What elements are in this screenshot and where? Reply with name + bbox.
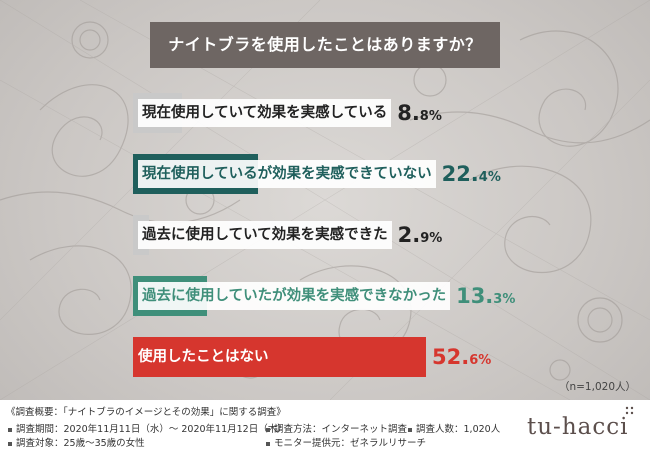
chart-title: ナイトブラを使用したことはありますか？	[168, 35, 482, 54]
survey-summary-heading: 《調査概要：「ナイトブラのイメージとその効果」に関する調査》	[6, 407, 286, 418]
bullet-icon	[266, 427, 270, 432]
bar-category-label: 現在使用しているが効果を実感できていない	[138, 160, 436, 188]
bar-category-label: 現在使用していて効果を実感している	[138, 99, 392, 127]
survey-period: 調査期間：2020年11月11日（水）～ 2020年11月12日（木）	[8, 421, 287, 435]
bar-value-label: 22.4%	[441, 162, 501, 186]
survey-provider: モニター提供元：ゼネラルリサーチ	[266, 435, 426, 449]
bullet-icon	[8, 441, 12, 446]
bar-category-label: 使用したことはない	[138, 349, 269, 365]
logo-dots-icon	[625, 406, 634, 415]
brand-logo: tu-hacci	[527, 414, 629, 440]
bar-value-label: 8.8%	[397, 101, 442, 125]
bar-value-label: 2.9%	[397, 223, 443, 247]
bullet-icon	[8, 427, 12, 432]
bar-value-label: 52.6%	[432, 345, 492, 369]
title-band	[150, 22, 500, 68]
sample-size-note: （n=1,020人）	[558, 381, 636, 393]
bullet-icon	[408, 427, 412, 432]
bar-chart: 現在使用していて効果を実感している 8.8% 現在使用しているが効果を実感できていな…	[133, 99, 516, 377]
bar-value-label: 13.3%	[456, 284, 516, 308]
bar	[133, 337, 426, 377]
survey-method: 調査方法：インターネット調査	[266, 421, 407, 435]
survey-footer: 《調査概要：「ナイトブラのイメージとその効果」に関する調査》 調査期間：2020…	[0, 400, 650, 450]
bar-category-label: 過去に使用していたが効果を実感できなかった	[138, 282, 451, 310]
survey-count: 調査人数：1,020人	[408, 421, 500, 435]
bullet-icon	[266, 441, 270, 446]
bar-category-label: 過去に使用していて効果を実感できた	[138, 221, 392, 249]
survey-target: 調査対象：25歳～35歳の女性	[8, 435, 145, 449]
